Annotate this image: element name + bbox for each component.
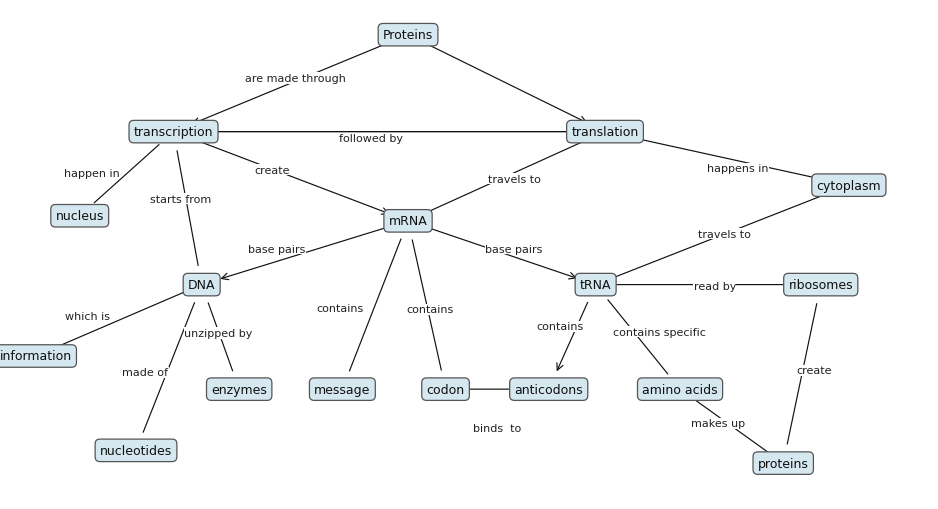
- Text: nucleotides: nucleotides: [99, 444, 173, 457]
- Text: DNA: DNA: [188, 278, 216, 292]
- Text: are made through: are made through: [245, 74, 346, 84]
- Text: contains: contains: [316, 303, 363, 313]
- Text: tRNA: tRNA: [580, 278, 612, 292]
- Text: transcription: transcription: [134, 126, 213, 139]
- Text: base pairs: base pairs: [248, 244, 306, 254]
- Text: mRNA: mRNA: [388, 215, 428, 228]
- Text: create: create: [254, 165, 290, 176]
- Text: happens in: happens in: [706, 164, 768, 174]
- Text: travels to: travels to: [488, 174, 540, 184]
- Text: made of: made of: [122, 367, 169, 378]
- Text: ribosomes: ribosomes: [789, 278, 853, 292]
- Text: Proteins: Proteins: [383, 29, 433, 42]
- Text: create: create: [796, 365, 832, 376]
- Text: starts from: starts from: [150, 194, 212, 205]
- Text: which is: which is: [65, 312, 110, 322]
- Text: binds  to: binds to: [473, 423, 522, 434]
- Text: proteins: proteins: [758, 457, 809, 470]
- Text: message: message: [314, 383, 371, 396]
- Text: read by: read by: [693, 281, 736, 292]
- Text: base pairs: base pairs: [485, 244, 543, 254]
- Text: nucleus: nucleus: [55, 210, 104, 223]
- Text: travels to: travels to: [698, 229, 750, 239]
- Text: enzymes: enzymes: [211, 383, 267, 396]
- Text: makes up: makes up: [691, 418, 746, 429]
- Text: contains: contains: [537, 322, 583, 332]
- Text: unzipped by: unzipped by: [185, 328, 252, 338]
- Text: contains specific: contains specific: [613, 327, 706, 337]
- Text: contains: contains: [406, 304, 453, 315]
- Text: amino acids: amino acids: [643, 383, 718, 396]
- Text: codon: codon: [427, 383, 464, 396]
- Text: followed by: followed by: [339, 134, 402, 144]
- Text: translation: translation: [571, 126, 639, 139]
- Text: anticodons: anticodons: [514, 383, 583, 396]
- Text: information: information: [0, 350, 71, 363]
- Text: happen in: happen in: [64, 169, 120, 179]
- Text: cytoplasm: cytoplasm: [817, 179, 881, 192]
